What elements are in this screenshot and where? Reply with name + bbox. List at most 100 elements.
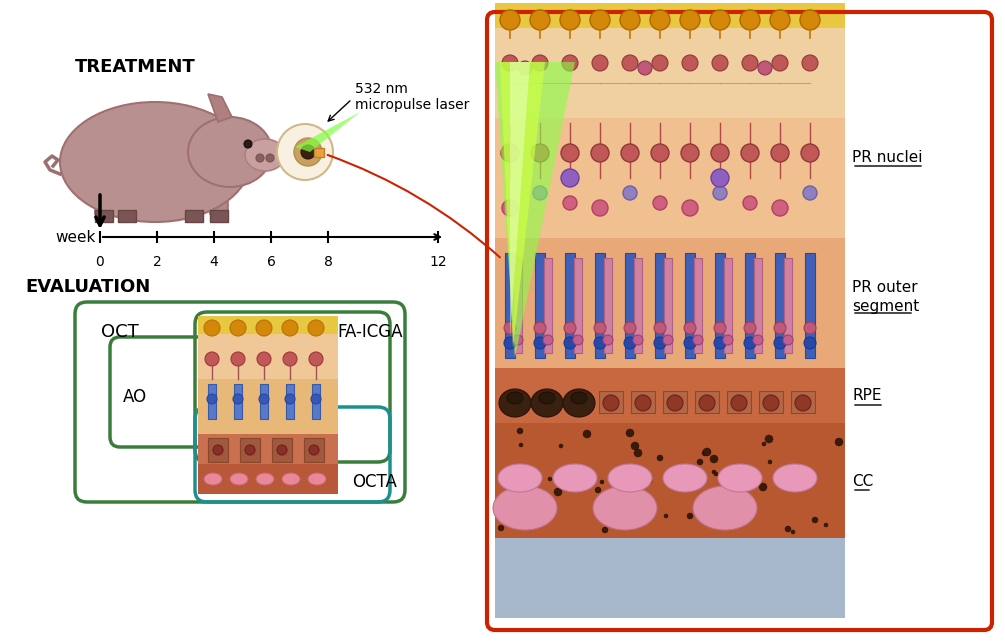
Circle shape (560, 10, 580, 30)
Circle shape (714, 337, 726, 349)
Polygon shape (500, 62, 545, 348)
Ellipse shape (773, 464, 817, 492)
Circle shape (763, 395, 779, 411)
Bar (208, 384, 216, 419)
Circle shape (657, 455, 663, 461)
Circle shape (285, 394, 295, 404)
Bar (604, 258, 612, 353)
Text: segment: segment (852, 299, 920, 313)
Circle shape (257, 352, 271, 366)
Circle shape (561, 144, 579, 162)
Circle shape (731, 395, 747, 411)
Bar (685, 253, 695, 358)
Bar (240, 438, 260, 462)
Bar (784, 258, 792, 353)
Circle shape (256, 320, 272, 336)
Circle shape (712, 55, 728, 71)
Circle shape (532, 55, 548, 71)
Bar (759, 391, 783, 413)
Bar (663, 391, 687, 413)
Bar (724, 258, 732, 353)
Circle shape (693, 335, 703, 345)
Circle shape (654, 322, 666, 334)
Circle shape (591, 144, 609, 162)
Circle shape (680, 10, 700, 30)
Circle shape (283, 352, 297, 366)
Bar (715, 253, 725, 358)
Circle shape (635, 395, 651, 411)
Circle shape (244, 140, 252, 148)
Bar (495, 118, 845, 238)
Circle shape (772, 55, 788, 71)
Circle shape (667, 395, 683, 411)
Circle shape (702, 450, 708, 456)
Circle shape (500, 10, 520, 30)
Circle shape (646, 478, 652, 484)
Circle shape (504, 337, 516, 349)
Circle shape (685, 468, 693, 476)
Text: TREATMENT: TREATMENT (74, 58, 195, 76)
Circle shape (791, 530, 795, 534)
Bar (185, 169, 203, 214)
Circle shape (540, 497, 546, 503)
Text: AO: AO (123, 388, 147, 406)
Circle shape (573, 335, 583, 345)
Circle shape (712, 470, 716, 474)
Circle shape (704, 448, 711, 456)
Circle shape (651, 144, 669, 162)
Bar (694, 258, 702, 353)
Bar (495, 238, 845, 368)
Text: 12: 12 (429, 255, 447, 269)
Text: week: week (55, 229, 95, 245)
Circle shape (564, 337, 576, 349)
Circle shape (534, 322, 546, 334)
Ellipse shape (256, 473, 274, 485)
Circle shape (741, 144, 759, 162)
Circle shape (213, 445, 223, 455)
Ellipse shape (531, 389, 563, 417)
Circle shape (282, 320, 298, 336)
Bar (495, 3, 845, 28)
Circle shape (654, 337, 666, 349)
Bar (775, 253, 785, 358)
Bar (198, 434, 338, 464)
Circle shape (772, 200, 788, 216)
Circle shape (684, 322, 696, 334)
Bar (727, 391, 751, 413)
Polygon shape (510, 62, 530, 338)
Text: OCT: OCT (102, 323, 139, 341)
Bar (634, 258, 642, 353)
Text: RPE: RPE (852, 388, 881, 404)
Circle shape (681, 144, 699, 162)
Circle shape (528, 482, 536, 490)
Circle shape (502, 200, 518, 216)
Text: 532 nm
micropulse laser: 532 nm micropulse laser (355, 82, 469, 112)
Circle shape (498, 525, 504, 531)
Circle shape (530, 10, 550, 30)
Text: 4: 4 (210, 255, 218, 269)
Circle shape (594, 322, 606, 334)
Circle shape (207, 394, 217, 404)
Text: OCTA: OCTA (353, 473, 397, 491)
Circle shape (205, 352, 219, 366)
Bar (495, 368, 845, 423)
Bar (505, 253, 515, 358)
Circle shape (603, 395, 619, 411)
Circle shape (561, 169, 579, 187)
Circle shape (294, 138, 322, 166)
Circle shape (504, 322, 516, 334)
Circle shape (682, 55, 698, 71)
Circle shape (714, 322, 726, 334)
Bar (95, 210, 113, 222)
Circle shape (259, 394, 269, 404)
Circle shape (771, 144, 789, 162)
Circle shape (687, 513, 693, 519)
Circle shape (650, 10, 670, 30)
Bar (599, 391, 623, 413)
Circle shape (633, 335, 643, 345)
Circle shape (713, 186, 727, 200)
Circle shape (795, 395, 811, 411)
Polygon shape (295, 112, 360, 152)
Ellipse shape (282, 473, 300, 485)
Circle shape (699, 395, 715, 411)
